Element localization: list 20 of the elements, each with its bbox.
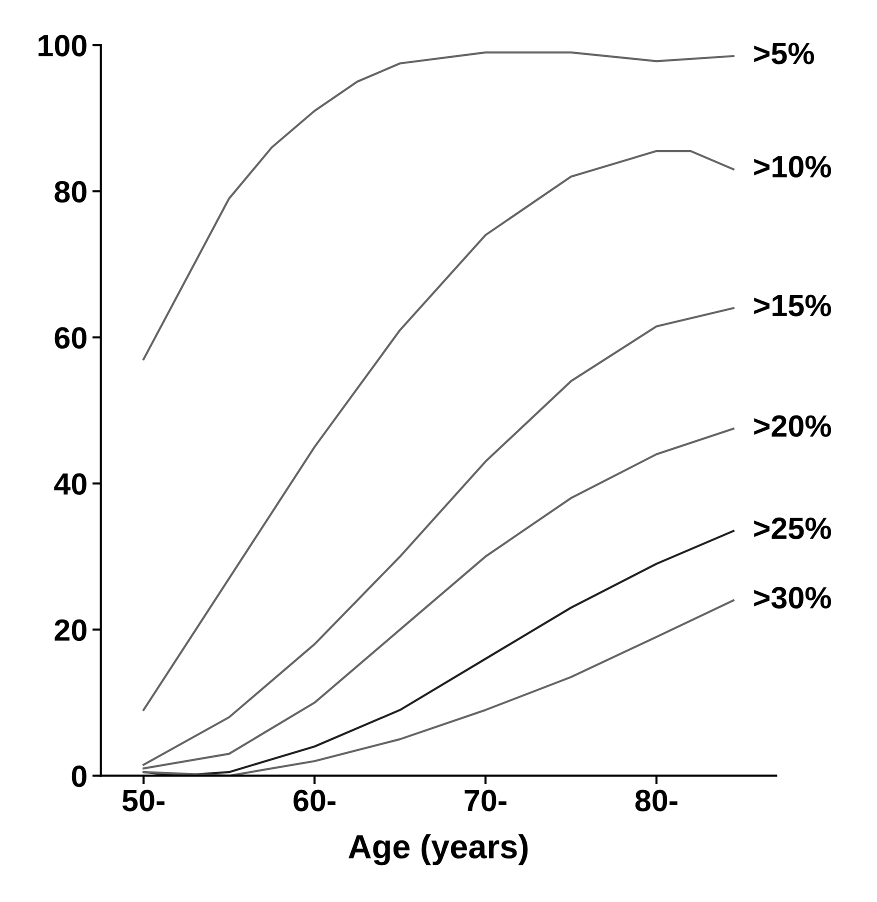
y-tick-label: 100 <box>38 34 86 56</box>
series-label: >15% <box>754 294 832 316</box>
series-label: >5% <box>754 42 814 64</box>
x-tick-label: 60- <box>294 790 336 812</box>
y-tick-label: 0 <box>72 765 86 788</box>
line-series <box>142 307 734 766</box>
x-tick-label: 50- <box>122 790 164 812</box>
y-tick-label: 80 <box>54 180 86 203</box>
x-tick-label: 80- <box>635 790 678 812</box>
x-axis-title: Age (years) <box>348 834 528 866</box>
series-label: >20% <box>754 415 832 437</box>
x-tick-label: 70- <box>464 790 506 812</box>
y-tick-label: 20 <box>54 619 86 641</box>
y-tick-label: 60 <box>54 327 86 349</box>
line-series <box>142 150 734 712</box>
series-label: >10% <box>754 156 832 178</box>
y-tick-label: 40 <box>54 473 86 495</box>
series-label: >30% <box>754 586 832 609</box>
line-series <box>142 51 734 360</box>
series-label: >25% <box>754 518 832 540</box>
